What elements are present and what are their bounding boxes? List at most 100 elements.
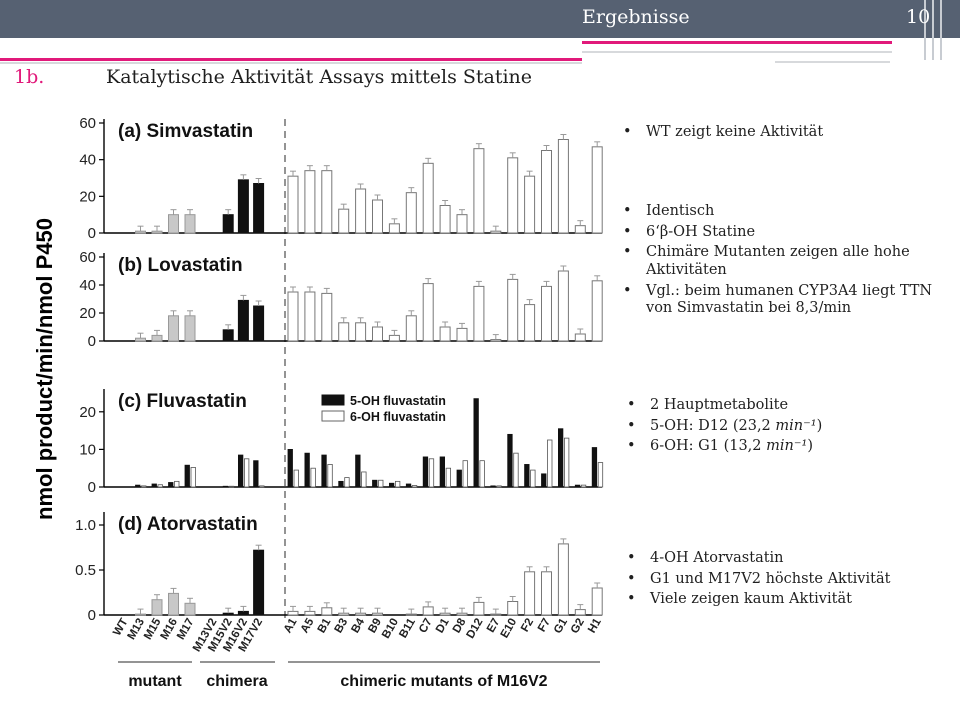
bar-g2 <box>574 609 586 616</box>
bar-6oh-h1 <box>597 462 604 488</box>
y-tick-label: 40 <box>79 152 96 169</box>
y-tick-label: 0 <box>88 333 96 350</box>
bar-b1 <box>321 170 333 234</box>
bar-m17 <box>184 214 196 234</box>
bar-5oh-e10 <box>507 433 513 488</box>
bar-a5 <box>304 610 316 616</box>
bar-e10 <box>507 601 519 616</box>
x-tick-label: F7 <box>536 617 553 635</box>
bar-g1 <box>557 543 569 616</box>
bar-m17v2 <box>253 305 265 342</box>
bar-m17 <box>184 602 196 616</box>
bar-5oh-f7 <box>541 473 547 488</box>
bar-m13 <box>135 613 146 616</box>
bar-g2 <box>574 225 586 234</box>
bar-6oh-a1 <box>293 469 299 488</box>
x-tick-label: B3 <box>333 617 351 636</box>
bar-m17v2 <box>253 183 265 234</box>
y-tick-label: 0 <box>88 479 96 496</box>
bar-f2 <box>524 304 536 342</box>
bar-m15v2 <box>222 612 234 616</box>
y-tick-label: 0.5 <box>75 562 96 579</box>
accent-line <box>0 58 582 61</box>
bullet-item: 4-OH Atorvastatin <box>624 550 944 568</box>
bar-d12 <box>473 601 485 616</box>
bar-g1 <box>557 139 569 234</box>
bar-5oh-b10 <box>388 482 395 488</box>
y-tick-label: 40 <box>79 277 96 294</box>
bar-5oh-a5 <box>304 452 310 488</box>
bar-b9 <box>372 199 383 234</box>
bar-6oh-m15 <box>157 484 163 488</box>
bullet-item: WT zeigt keine Aktivität <box>620 124 950 142</box>
header-decoration <box>932 0 934 60</box>
bar-6oh-c7 <box>428 458 435 488</box>
bar-m15 <box>151 599 163 616</box>
y-tick-label: 0 <box>88 607 96 624</box>
bar-d8 <box>456 214 468 234</box>
bar-h1 <box>591 280 603 342</box>
legend-swatch-6oh <box>321 410 345 422</box>
bar-5oh-d8 <box>456 469 462 488</box>
bar-b4 <box>355 188 367 234</box>
unit-math: min⁻¹ <box>775 417 817 434</box>
bullet-text: 6-OH: G1 (13,2 <box>650 438 767 455</box>
bar-5oh-m16 <box>168 482 174 488</box>
x-tick-label: M17 <box>175 617 197 642</box>
bar-e7 <box>490 230 502 234</box>
bar-c7 <box>422 162 434 234</box>
bar-b3 <box>338 612 350 616</box>
bar-5oh-m15v2 <box>222 485 229 488</box>
bar-5oh-g1 <box>558 428 564 488</box>
bar-h1 <box>591 587 603 616</box>
bar-6oh-a5 <box>310 467 316 488</box>
bar-a1 <box>287 291 299 342</box>
divider-line <box>582 51 892 53</box>
bullet-item: 6-OH: G1 (13,2 min⁻¹) <box>624 438 944 456</box>
bar-5oh-b3 <box>338 480 344 488</box>
bar-d1 <box>439 205 451 234</box>
bar-b1 <box>321 292 333 342</box>
bar-f2 <box>524 175 536 234</box>
panel-title: (c) Fluvastatin <box>118 391 247 412</box>
header-decoration <box>924 0 926 60</box>
bar-5oh-a1 <box>287 448 293 488</box>
bar-a5 <box>304 170 316 234</box>
bar-5oh-m13 <box>135 484 141 488</box>
bar-m17v2 <box>253 549 265 616</box>
section-title: Ergebnisse <box>582 6 690 28</box>
legend-label: 5-OH fluvastatin <box>350 394 446 408</box>
bar-e10 <box>507 157 519 234</box>
bar-b3 <box>338 322 350 342</box>
slide-number-label: 1b. <box>14 66 45 88</box>
bar-5oh-b11 <box>405 483 412 488</box>
bar-5oh-e7 <box>490 485 496 488</box>
x-tick-label: F2 <box>519 617 536 635</box>
x-tick-label: D12 <box>465 617 486 641</box>
x-tick-label: B1 <box>316 616 334 635</box>
panel-title: (d) Atorvastatin <box>118 514 258 535</box>
bar-a1 <box>287 610 299 616</box>
bullet-item: 6‘β-OH Statine <box>620 224 950 242</box>
bar-6oh-b9 <box>378 479 384 488</box>
y-tick-label: 0 <box>88 225 96 242</box>
bar-d1 <box>439 612 451 616</box>
bar-m16v2 <box>237 179 249 234</box>
bar-m16v2 <box>237 299 249 342</box>
slide-title: Katalytische Aktivität Assays mittels St… <box>106 66 533 88</box>
bar-6oh-m16v2 <box>243 458 250 488</box>
bullet-text: ) <box>807 438 813 455</box>
y-tick-label: 60 <box>79 249 96 266</box>
bar-m16 <box>168 214 179 234</box>
bar-d8 <box>456 327 468 342</box>
legend-label: 6-OH fluvastatin <box>350 410 446 424</box>
bar-5oh-h1 <box>591 447 598 488</box>
bar-5oh-b9 <box>372 479 378 488</box>
bar-5oh-m17v2 <box>253 460 259 488</box>
x-tick-label: E10 <box>499 617 520 641</box>
bullet-item: 2 Hauptmetabolite <box>624 397 944 415</box>
bar-f7 <box>541 285 552 342</box>
bar-6oh-m13 <box>141 485 147 488</box>
bar-5oh-b4 <box>355 454 361 488</box>
bar-f7 <box>541 150 552 234</box>
